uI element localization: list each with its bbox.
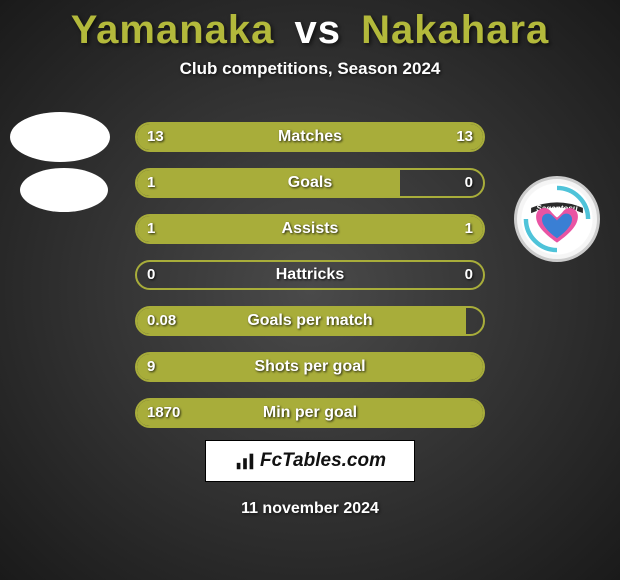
- stat-bar-left: [137, 354, 483, 380]
- stat-bar-left: [137, 124, 310, 150]
- stat-row: 0.08Goals per match: [135, 306, 485, 336]
- footer-date: 11 november 2024: [0, 500, 620, 518]
- stat-row: 11Assists: [135, 214, 485, 244]
- stat-bar-left: [137, 170, 400, 196]
- stat-value-left: 0: [147, 262, 155, 288]
- stat-row: 1870Min per goal: [135, 398, 485, 428]
- player2-name: Nakahara: [361, 8, 549, 52]
- sagantosu-badge-icon: Sagantosu: [520, 182, 594, 256]
- stat-bar-right: [310, 216, 483, 242]
- subtitle: Club competitions, Season 2024: [0, 59, 620, 79]
- stat-label: Hattricks: [137, 262, 483, 288]
- stat-bar-left: [137, 308, 466, 334]
- player1-club-avatar-placeholder: [20, 168, 108, 212]
- player1-avatar-placeholder: [10, 112, 110, 162]
- stat-bar-right: [310, 124, 483, 150]
- footer-logo-box: FcTables.com: [205, 440, 415, 482]
- stat-row: 1313Matches: [135, 122, 485, 152]
- stat-bar-left: [137, 216, 310, 242]
- player1-name: Yamanaka: [71, 8, 275, 52]
- stat-bars: 1313Matches10Goals11Assists00Hattricks0.…: [135, 122, 485, 444]
- stat-row: 9Shots per goal: [135, 352, 485, 382]
- stat-value-right: 0: [465, 262, 473, 288]
- stat-value-right: 0: [465, 170, 473, 196]
- player2-club-badge: Sagantosu: [514, 176, 600, 262]
- chart-icon: [234, 450, 256, 472]
- stat-row: 10Goals: [135, 168, 485, 198]
- vs-label: vs: [295, 8, 342, 52]
- footer-logo-text: FcTables.com: [260, 450, 386, 472]
- comparison-title: Yamanaka vs Nakahara: [0, 0, 620, 53]
- stat-bar-left: [137, 400, 483, 426]
- stat-row: 0 0Hattricks: [135, 260, 485, 290]
